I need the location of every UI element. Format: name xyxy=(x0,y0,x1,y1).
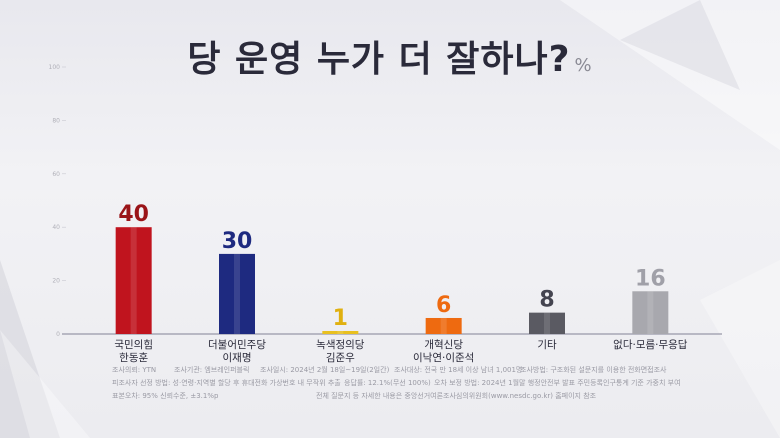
note-sponsor: 조사의뢰: YTN xyxy=(112,366,157,374)
note-weighting: 오차 보정 방법: 2024년 1월말 행정안전부 발표 주민등록인구통계 기준… xyxy=(434,379,681,387)
bar-highlight xyxy=(234,253,240,334)
y-tick-label: 0 xyxy=(56,331,60,338)
survey-notes: 조사의뢰: YTN 조사기관: 엠브레인퍼블릭 조사일시: 2024년 2월 1… xyxy=(112,364,712,403)
note-reference: 전체 질문지 등 자세한 내용은 중앙선거여론조사심의위원회(www.nesdc… xyxy=(316,392,597,400)
y-tick-label: 40 xyxy=(52,224,60,231)
category-label: 국민의힘 xyxy=(114,339,153,351)
note-target: 조사대상: 전국 만 18세 이상 남녀 1,001명 xyxy=(394,366,523,374)
category-label: 더불어민주당 xyxy=(208,339,266,351)
category-label: 이재명 xyxy=(223,352,252,364)
bar-highlight xyxy=(440,317,447,334)
category-label: 한동훈 xyxy=(119,351,148,364)
bar-highlight xyxy=(130,227,137,334)
note-date: 조사일시: 2024년 2월 18일~19일(2일간) xyxy=(260,366,390,374)
bar-highlight xyxy=(337,331,344,334)
note-agency: 조사기관: 엠브레인퍼블릭 xyxy=(174,366,250,374)
notes-row-2: 피조사자 선정 방법: 성·연령·지역별 할당 후 휴대전화 가상번호 내 무작… xyxy=(112,377,712,390)
note-sampling: 피조사자 선정 방법: 성·연령·지역별 할당 후 휴대전화 가상번호 내 무작… xyxy=(112,379,341,387)
y-tick-label: 80 xyxy=(52,117,60,124)
bar-highlight xyxy=(647,291,654,334)
category-label: 기타 xyxy=(537,339,557,351)
y-tick-label: 20 xyxy=(52,278,60,285)
notes-row-3: 표본오차: 95% 신뢰수준, ±3.1%p 전체 질문지 등 자세한 내용은 … xyxy=(112,390,712,403)
category-label: 개혁신당 xyxy=(424,339,463,351)
bar xyxy=(322,331,359,334)
data-label: 1 xyxy=(333,306,348,331)
unit-label: % xyxy=(574,55,593,76)
note-margin: 표본오차: 95% 신뢰수준, ±3.1%p xyxy=(112,392,219,400)
category-label: 김준우 xyxy=(326,352,355,364)
category-label: 이낙연·이준석 xyxy=(413,352,474,364)
data-label: 30 xyxy=(222,229,253,254)
notes-row-1: 조사의뢰: YTN 조사기관: 엠브레인퍼블릭 조사일시: 2024년 2월 1… xyxy=(112,364,712,377)
y-tick-label: 60 xyxy=(52,171,60,178)
data-label: 6 xyxy=(436,293,451,318)
bar xyxy=(529,312,565,334)
chart-title: 당 운영 누가 더 잘하나?% xyxy=(0,30,780,82)
bar xyxy=(115,227,152,334)
category-label: 녹색정의당 xyxy=(316,339,365,351)
bar xyxy=(425,317,462,334)
bar xyxy=(632,291,669,334)
bar-highlight xyxy=(544,312,550,334)
data-label: 40 xyxy=(118,202,149,227)
data-label: 8 xyxy=(539,288,554,313)
note-response-rate: 응답률: 12.1%(무선 100%) xyxy=(344,379,431,387)
y-tick-label: 100 xyxy=(49,64,61,71)
data-label: 16 xyxy=(635,266,666,291)
category-label: 없다·모름·무응답 xyxy=(613,338,688,351)
bar xyxy=(219,253,255,334)
note-method: 조사방법: 구조화된 설문지를 이용한 전화면접조사 xyxy=(520,366,667,374)
title-text: 당 운영 누가 더 잘하나? xyxy=(187,39,571,80)
